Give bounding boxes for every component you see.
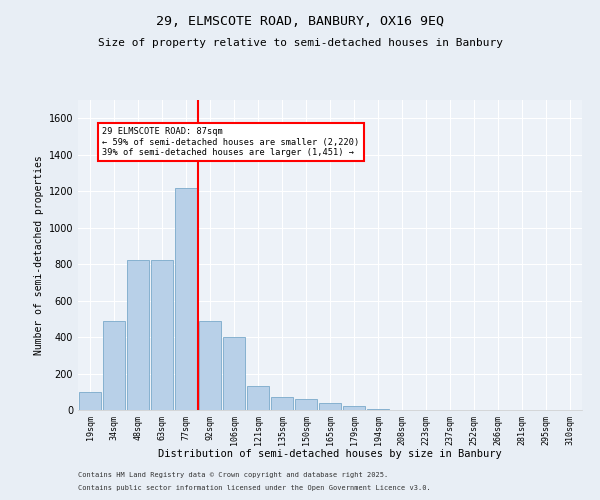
Bar — [367, 409, 389, 410]
Bar — [199, 320, 221, 410]
Text: Contains HM Land Registry data © Crown copyright and database right 2025.: Contains HM Land Registry data © Crown c… — [78, 472, 388, 478]
Bar — [151, 260, 173, 410]
Bar — [223, 337, 245, 410]
Bar — [127, 260, 149, 410]
Bar — [103, 320, 125, 410]
Bar — [175, 188, 197, 410]
Text: 29, ELMSCOTE ROAD, BANBURY, OX16 9EQ: 29, ELMSCOTE ROAD, BANBURY, OX16 9EQ — [156, 15, 444, 28]
X-axis label: Distribution of semi-detached houses by size in Banbury: Distribution of semi-detached houses by … — [158, 449, 502, 459]
Bar — [343, 406, 365, 410]
Y-axis label: Number of semi-detached properties: Number of semi-detached properties — [34, 155, 44, 355]
Bar — [271, 397, 293, 410]
Text: Contains public sector information licensed under the Open Government Licence v3: Contains public sector information licen… — [78, 485, 431, 491]
Bar — [247, 386, 269, 410]
Bar — [295, 399, 317, 410]
Text: Size of property relative to semi-detached houses in Banbury: Size of property relative to semi-detach… — [97, 38, 503, 48]
Bar — [79, 392, 101, 410]
Bar — [319, 402, 341, 410]
Text: 29 ELMSCOTE ROAD: 87sqm
← 59% of semi-detached houses are smaller (2,220)
39% of: 29 ELMSCOTE ROAD: 87sqm ← 59% of semi-de… — [102, 128, 359, 157]
